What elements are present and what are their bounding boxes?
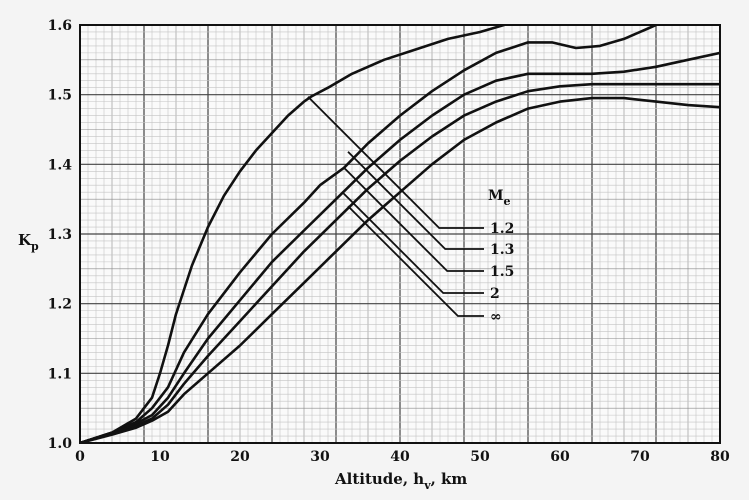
- x-tick-label: 10: [150, 449, 170, 465]
- grid: [79, 24, 721, 444]
- x-tick-label: 60: [550, 449, 570, 465]
- y-axis-title: Kp: [18, 231, 39, 253]
- legend-leader-line: [343, 167, 484, 272]
- series-curves: [80, 25, 720, 443]
- legend-label: 2: [490, 286, 500, 302]
- legend-label: 1.3: [490, 242, 514, 258]
- y-axis-title-sub: p: [31, 240, 39, 253]
- legend-label: 1.2: [490, 221, 514, 237]
- y-tick-label: 1.0: [48, 436, 73, 452]
- x-tick-label: 0: [75, 449, 85, 465]
- legend-leader-line: [347, 205, 484, 317]
- y-tick-label: 1.6: [48, 18, 72, 34]
- plot-frame: [79, 24, 721, 444]
- y-axis-title-main: K: [18, 231, 32, 249]
- legend-title-sub: e: [504, 195, 511, 208]
- legend-entries: 1.2 1.3 1.5 2 ∞: [490, 221, 514, 325]
- y-tick-label: 1.3: [48, 227, 72, 243]
- x-axis-title: Altitude, hv, km: [334, 470, 467, 492]
- legend-label: ∞: [490, 309, 502, 325]
- legend-title: Me: [488, 188, 511, 208]
- y-tick-label: 1.1: [48, 366, 72, 382]
- y-tick-label: 1.4: [48, 157, 73, 173]
- series-line-4: [80, 82, 720, 443]
- y-tick-label: 1.2: [48, 297, 72, 313]
- legend-leader-line: [341, 191, 484, 294]
- legend-leader-line: [347, 151, 484, 250]
- x-axis-title-sub: v: [423, 479, 431, 492]
- x-axis-title-unit: , km: [431, 470, 468, 488]
- legend-label: 1.5: [490, 264, 514, 280]
- series-line-3: [80, 51, 720, 443]
- legend-leaders: [307, 96, 484, 317]
- x-tick-labels: 0 10 20 30 40 50 60 70 80: [75, 449, 730, 465]
- series-line-2: [80, 25, 660, 443]
- x-tick-label: 70: [630, 449, 650, 465]
- x-tick-label: 30: [310, 449, 330, 465]
- legend-title-main: M: [488, 188, 504, 204]
- legend: Me 1.2 1.3 1.5 2 ∞: [488, 188, 514, 325]
- x-tick-label: 40: [390, 449, 410, 465]
- legend-leader-line: [307, 96, 484, 229]
- x-tick-label: 20: [230, 449, 250, 465]
- x-axis-title-main: Altitude, h: [334, 470, 424, 488]
- y-tick-label: 1.5: [48, 88, 72, 104]
- y-tick-labels: 1.0 1.1 1.2 1.3 1.4 1.5 1.6: [48, 18, 73, 452]
- x-tick-label: 80: [710, 449, 730, 465]
- x-tick-label: 50: [470, 449, 490, 465]
- series-line-1: [80, 25, 508, 443]
- series-line-5: [80, 96, 720, 443]
